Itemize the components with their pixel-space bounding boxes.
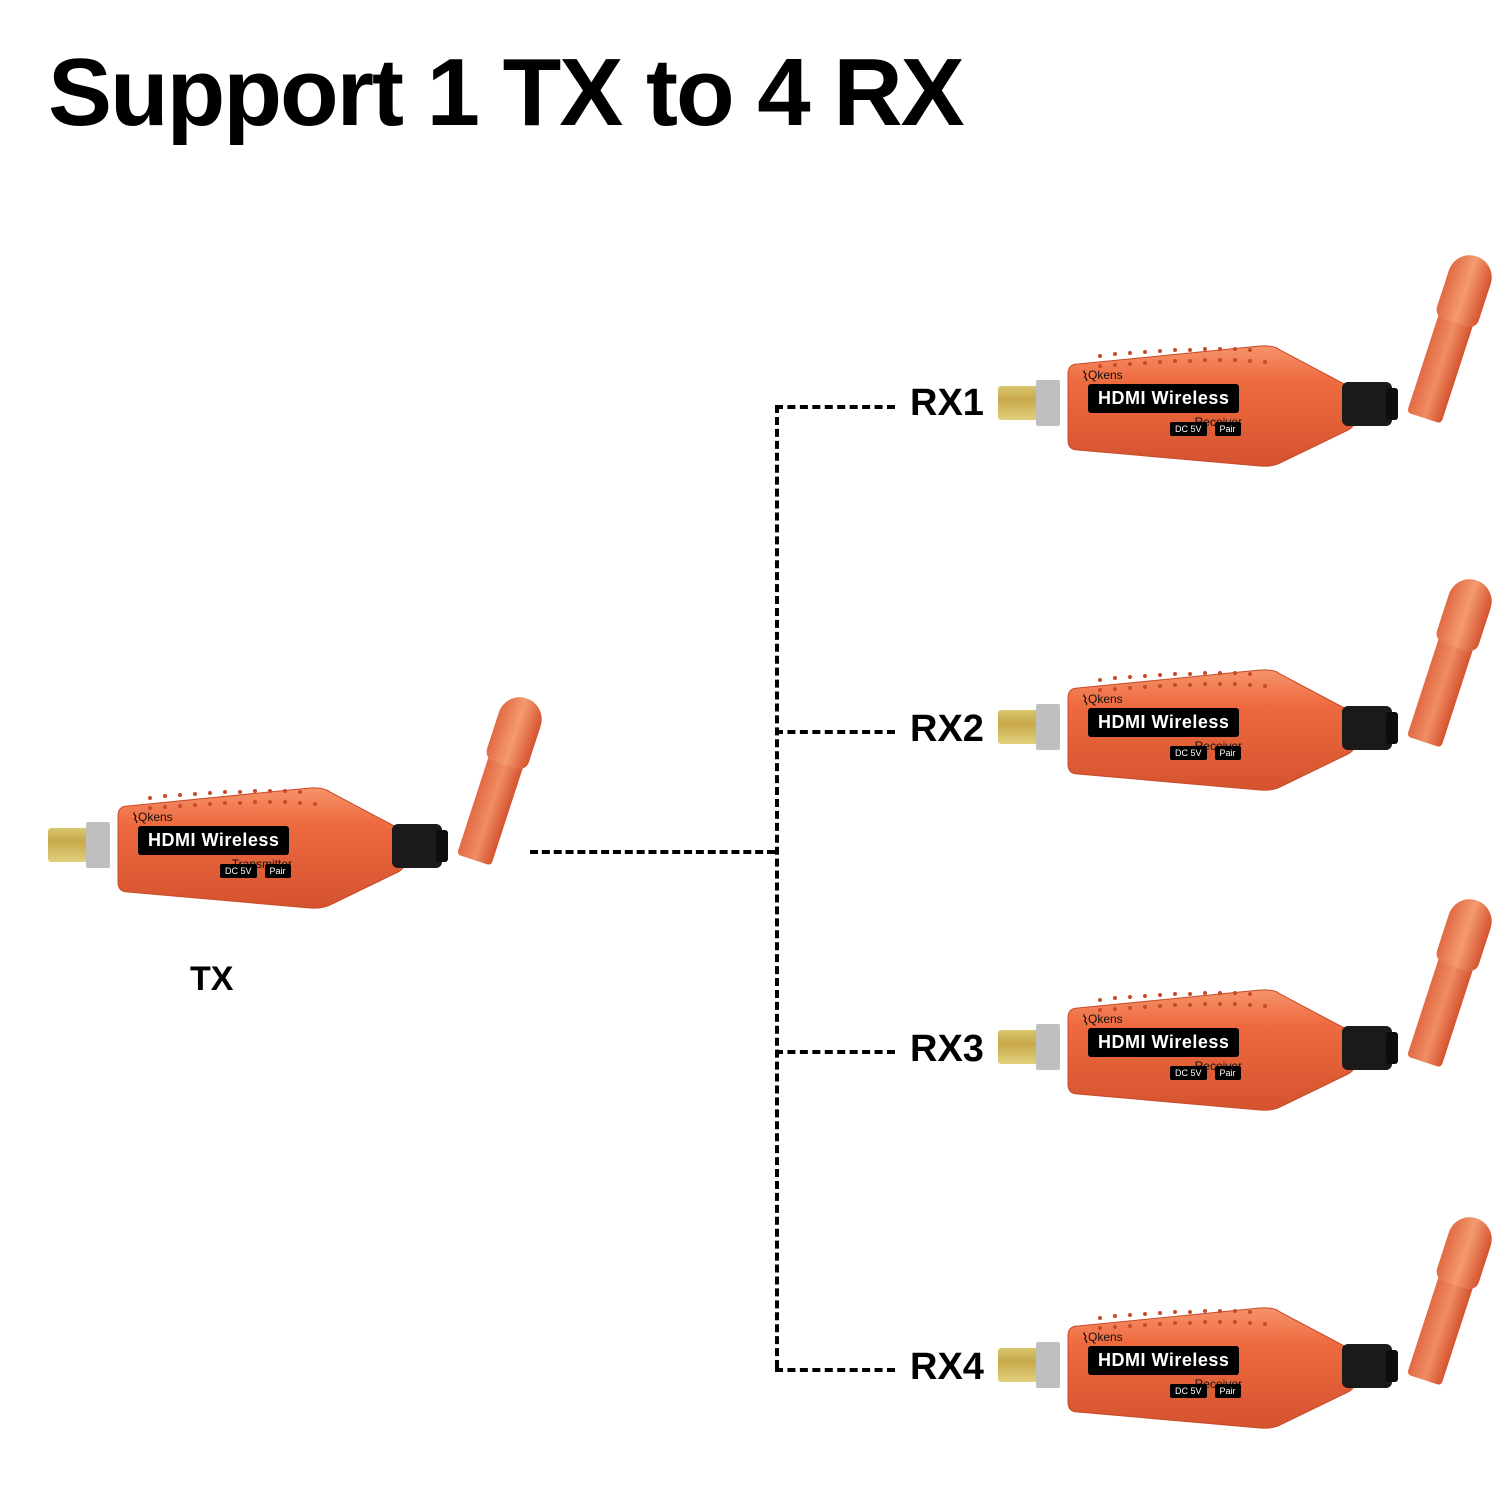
device-brand: Qkens <box>1088 1012 1248 1026</box>
port-pair: Pair <box>1215 1066 1241 1080</box>
device-label-panel: Qkens HDMI Wireless Transmitter <box>138 810 298 871</box>
device-main-label: HDMI Wireless <box>1088 1028 1239 1057</box>
hdmi-connector-icon <box>998 1024 1060 1070</box>
device-brand: Qkens <box>1088 692 1248 706</box>
antenna-icon <box>447 690 553 869</box>
device-ports: DC 5V Pair <box>1170 1066 1241 1080</box>
hdmi-connector-icon <box>998 380 1060 426</box>
node-label-rx4: RX4 <box>910 1346 984 1389</box>
port-pair: Pair <box>1215 746 1241 760</box>
port-dc5v: DC 5V <box>1170 422 1207 436</box>
hdmi-connector-icon <box>998 1342 1060 1388</box>
port-dc5v: DC 5V <box>220 864 257 878</box>
antenna-joint-icon <box>1342 706 1392 750</box>
device-main-label: HDMI Wireless <box>1088 1346 1239 1375</box>
device-main-label: HDMI Wireless <box>138 826 289 855</box>
device-rx2: ⌇ Qkens HDMI Wireless Receiver DC 5V Pai… <box>1050 642 1470 812</box>
device-main-label: HDMI Wireless <box>1088 708 1239 737</box>
edge-trunk-to-rx4 <box>775 1368 895 1372</box>
antenna-joint-icon <box>392 824 442 868</box>
page-title: Support 1 TX to 4 RX <box>48 38 963 148</box>
device-brand: Qkens <box>138 810 298 824</box>
device-rx1: ⌇ Qkens HDMI Wireless Receiver DC 5V Pai… <box>1050 318 1470 488</box>
node-label-tx: TX <box>190 960 233 999</box>
port-pair: Pair <box>1215 422 1241 436</box>
antenna-joint-icon <box>1342 1026 1392 1070</box>
device-main-label: HDMI Wireless <box>1088 384 1239 413</box>
port-pair: Pair <box>1215 1384 1241 1398</box>
antenna-joint-icon <box>1342 382 1392 426</box>
antenna-icon <box>1397 1210 1500 1389</box>
antenna-icon <box>1397 248 1500 427</box>
antenna-joint-icon <box>1342 1344 1392 1388</box>
port-dc5v: DC 5V <box>1170 746 1207 760</box>
device-rx3: ⌇ Qkens HDMI Wireless Receiver DC 5V Pai… <box>1050 962 1470 1132</box>
device-rx4: ⌇ Qkens HDMI Wireless Receiver DC 5V Pai… <box>1050 1280 1470 1450</box>
hdmi-connector-icon <box>48 822 110 868</box>
device-label-panel: Qkens HDMI Wireless Receiver <box>1088 692 1248 753</box>
antenna-icon <box>1397 892 1500 1071</box>
node-label-rx2: RX2 <box>910 708 984 751</box>
hdmi-connector-icon <box>998 704 1060 750</box>
edge-trunk <box>775 405 779 1368</box>
device-label-panel: Qkens HDMI Wireless Receiver <box>1088 1012 1248 1073</box>
device-ports: DC 5V Pair <box>1170 746 1241 760</box>
edge-trunk-to-rx3 <box>775 1050 895 1054</box>
device-ports: DC 5V Pair <box>1170 422 1241 436</box>
node-label-rx3: RX3 <box>910 1028 984 1071</box>
device-brand: Qkens <box>1088 368 1248 382</box>
port-dc5v: DC 5V <box>1170 1066 1207 1080</box>
device-label-panel: Qkens HDMI Wireless Receiver <box>1088 1330 1248 1391</box>
edge-trunk-to-rx2 <box>775 730 895 734</box>
port-pair: Pair <box>265 864 291 878</box>
port-dc5v: DC 5V <box>1170 1384 1207 1398</box>
device-ports: DC 5V Pair <box>1170 1384 1241 1398</box>
device-label-panel: Qkens HDMI Wireless Receiver <box>1088 368 1248 429</box>
antenna-icon <box>1397 572 1500 751</box>
node-label-rx1: RX1 <box>910 382 984 425</box>
device-ports: DC 5V Pair <box>220 864 291 878</box>
edge-trunk-to-rx1 <box>775 405 895 409</box>
device-tx: ⌇ Qkens HDMI Wireless Transmitter DC 5V … <box>100 760 520 930</box>
device-brand: Qkens <box>1088 1330 1248 1344</box>
edge-tx-to-trunk <box>530 850 775 854</box>
